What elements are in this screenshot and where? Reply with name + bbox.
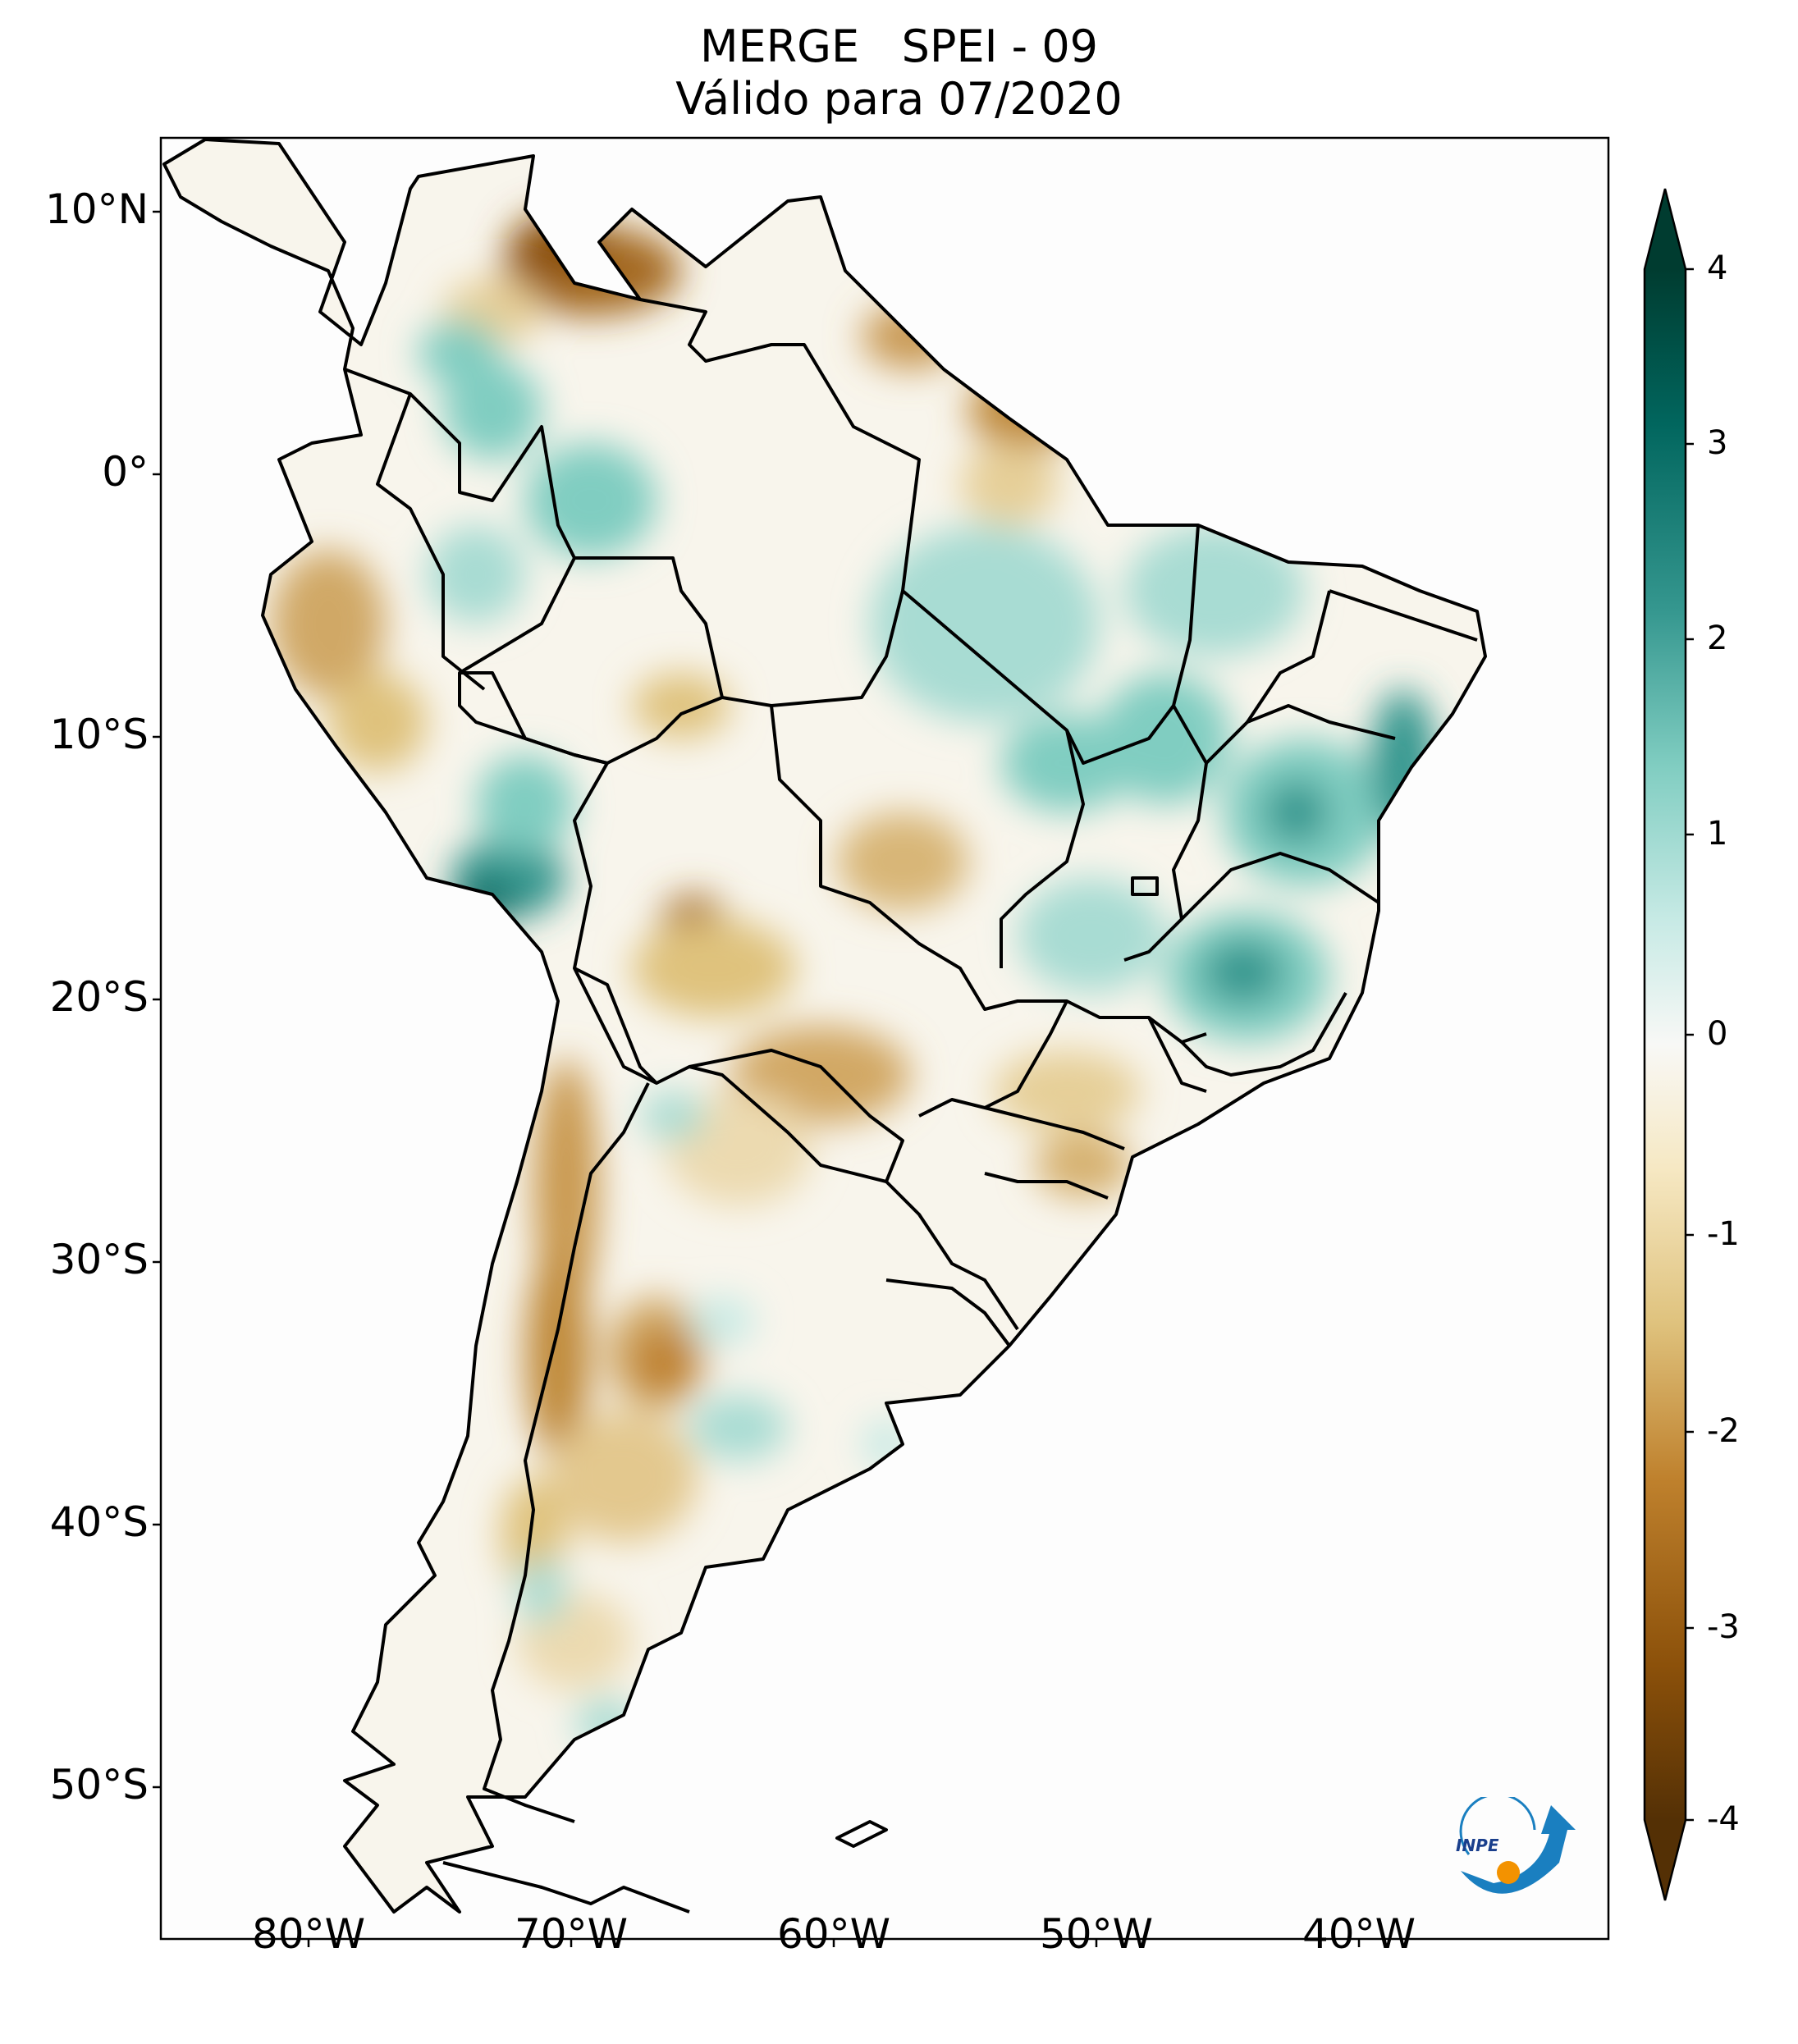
- logo-text: INPE: [1456, 1836, 1499, 1855]
- colorbar-label-neg2: -2: [1707, 1412, 1740, 1450]
- lat-label-10s: 10°S: [49, 711, 149, 758]
- colorbar-ticks: [1686, 268, 1694, 1822]
- colorbar-extend-max: [1645, 189, 1686, 269]
- colorbar-extend-min: [1645, 1820, 1686, 1900]
- colorbar-label-2: 2: [1707, 620, 1728, 657]
- map-subtitle: Válido para 07/2020: [675, 73, 1123, 125]
- colorbar-label-neg3: -3: [1707, 1608, 1740, 1646]
- lon-label-50w: 50°W: [1039, 1910, 1154, 1958]
- lon-label-40w: 40°W: [1302, 1910, 1416, 1958]
- lat-label-30s: 30°S: [49, 1236, 149, 1283]
- lat-label-20s: 20°S: [49, 973, 149, 1021]
- lat-label-40s: 40°S: [49, 1498, 149, 1546]
- colorbar-label-0: 0: [1707, 1015, 1728, 1053]
- colorbar-label-neg1: -1: [1707, 1215, 1740, 1253]
- borders: [162, 138, 1487, 1914]
- colorbar-label-4: 4: [1707, 249, 1728, 287]
- colorbar-label-1: 1: [1707, 815, 1728, 853]
- lon-label-60w: 60°W: [776, 1910, 891, 1958]
- axis-ticks: [153, 210, 1361, 1947]
- lon-label-70w: 70°W: [514, 1910, 629, 1958]
- map-title: MERGE SPEI - 09: [699, 21, 1099, 72]
- lat-label-50s: 50°S: [49, 1761, 149, 1809]
- lon-label-80w: 80°W: [251, 1910, 366, 1958]
- inpe-logo: INPE: [1456, 1797, 1576, 1894]
- colorbar: [1643, 188, 1694, 1901]
- colorbar-label-3: 3: [1707, 424, 1728, 462]
- lat-label-10n: 10°N: [44, 185, 149, 233]
- lat-label-0: 0°: [102, 448, 149, 496]
- colorbar-label-neg4: -4: [1707, 1800, 1740, 1838]
- colorbar-gradient: [1645, 269, 1686, 1820]
